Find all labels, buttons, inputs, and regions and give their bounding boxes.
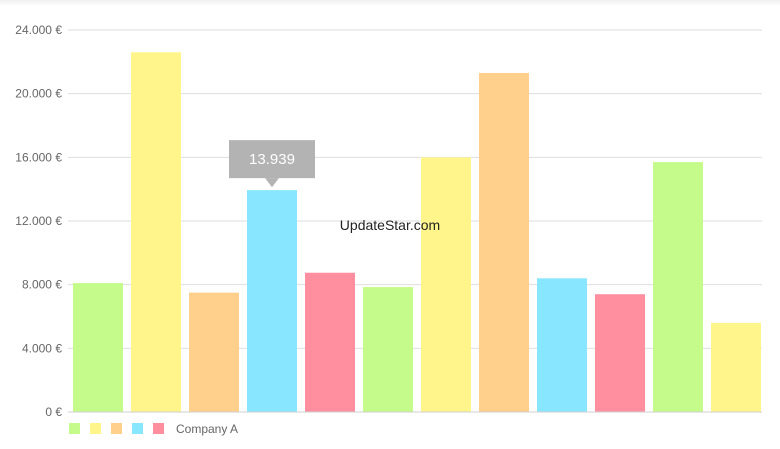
bar[interactable] bbox=[421, 157, 471, 412]
legend-swatch[interactable] bbox=[90, 423, 101, 434]
bar[interactable] bbox=[305, 272, 355, 412]
y-tick-label: 8.000 € bbox=[22, 278, 62, 292]
y-tick-label: 24.000 € bbox=[15, 23, 62, 37]
tooltip-value: 13.939 bbox=[249, 151, 295, 168]
y-tick-label: 4.000 € bbox=[22, 341, 62, 355]
y-tick-label: 0 € bbox=[45, 405, 62, 419]
legend-swatch[interactable] bbox=[132, 423, 143, 434]
legend[interactable]: Company A bbox=[69, 422, 238, 436]
bar[interactable] bbox=[73, 283, 123, 412]
legend-swatches[interactable] bbox=[69, 423, 164, 434]
y-tick-label: 20.000 € bbox=[15, 87, 62, 101]
value-tooltip: 13.939 bbox=[229, 140, 315, 188]
legend-label[interactable]: Company A bbox=[176, 422, 238, 436]
grid-lines bbox=[68, 29, 762, 349]
bar[interactable] bbox=[479, 72, 529, 412]
y-tick-label: 12.000 € bbox=[15, 214, 62, 228]
bars bbox=[73, 52, 761, 413]
legend-swatch[interactable] bbox=[153, 423, 164, 434]
bar[interactable] bbox=[247, 190, 297, 412]
y-tick-label: 16.000 € bbox=[15, 150, 62, 164]
bar[interactable] bbox=[595, 294, 645, 412]
tooltip-box bbox=[229, 140, 315, 179]
bar[interactable] bbox=[711, 322, 761, 412]
tooltip-arrow bbox=[265, 178, 279, 188]
top-shade bbox=[0, 0, 780, 6]
legend-swatch[interactable] bbox=[69, 423, 80, 434]
legend-swatch[interactable] bbox=[111, 423, 122, 434]
y-axis-tick-labels: 0 € 4.000 € 8.000 € 12.000 € 16.000 € 20.000 … bbox=[15, 23, 62, 419]
bar[interactable] bbox=[537, 278, 587, 412]
bar[interactable] bbox=[189, 292, 239, 412]
bar[interactable] bbox=[653, 162, 703, 412]
bar[interactable] bbox=[363, 287, 413, 412]
watermark-text: UpdateStar.com bbox=[340, 217, 440, 233]
bar[interactable] bbox=[131, 52, 181, 413]
